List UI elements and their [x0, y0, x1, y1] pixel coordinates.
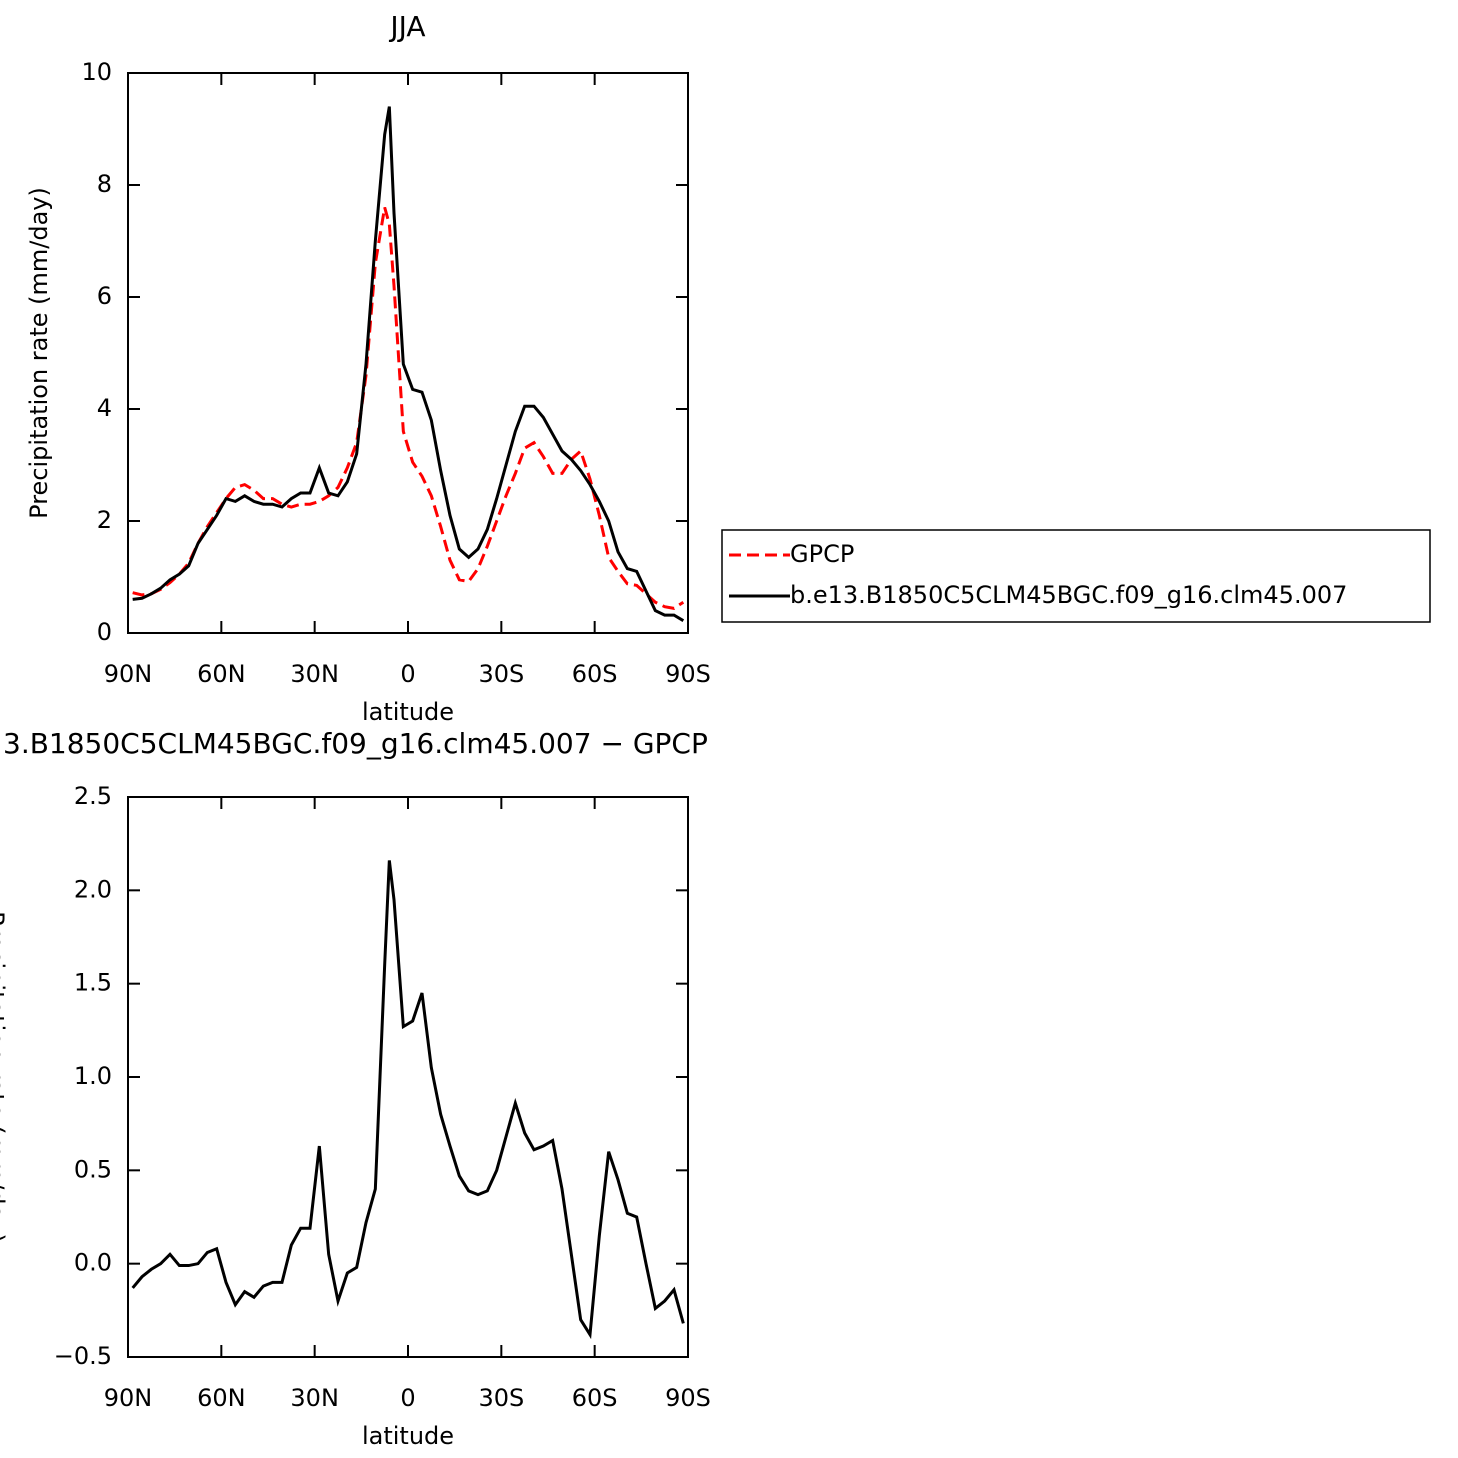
- legend-label: b.e13.B1850C5CLM45BGC.f09_g16.clm45.007: [790, 581, 1347, 609]
- legend: GPCP b.e13.B1850C5CLM45BGC.f09_g16.clm45.…: [721, 529, 1431, 623]
- y-tick-label: 0.0: [74, 1249, 112, 1277]
- x-tick-label: 0: [400, 1384, 415, 1412]
- x-tick-label: 60S: [572, 1384, 618, 1412]
- x-tick-label: 90N: [104, 660, 153, 688]
- x-tick-label: 90S: [665, 1384, 711, 1412]
- data-line: [132, 106, 685, 622]
- x-tick-label: 60N: [197, 660, 246, 688]
- x-tick-label: 30S: [478, 660, 524, 688]
- y-tick-label: 4: [97, 394, 112, 422]
- y-tick-label: 6: [97, 282, 112, 310]
- legend-label: GPCP: [790, 540, 854, 568]
- y-axis-label: Precipitation rate (mm/day): [25, 187, 53, 519]
- y-tick-label: 8: [97, 170, 112, 198]
- x-tick-label: 90N: [104, 1384, 153, 1412]
- panel: 3.B1850C5CLM45BGC.f09_g16.clm45.007 − GP…: [0, 727, 711, 1450]
- y-tick-label: 2.5: [74, 782, 112, 810]
- y-tick-label: 10: [81, 58, 112, 86]
- chart-title: 3.B1850C5CLM45BGC.f09_g16.clm45.007 − GP…: [3, 727, 708, 760]
- y-tick-label: −0.5: [54, 1342, 112, 1370]
- y-tick-label: 1.0: [74, 1062, 112, 1090]
- y-tick-label: 2.0: [74, 875, 112, 903]
- x-tick-label: 30N: [290, 1384, 339, 1412]
- panel: JJA 90N 60N 30N 0 30S 60S 90S 0 2 4 6 8 10 latitude Pre…: [25, 10, 711, 726]
- x-axis-label: latitude: [362, 1422, 454, 1450]
- chart-title: JJA: [388, 10, 425, 43]
- plot-frame: [127, 72, 689, 634]
- plot-frame: [127, 796, 689, 1358]
- x-axis-label: latitude: [362, 698, 454, 726]
- y-tick-label: 0: [97, 618, 112, 646]
- y-tick-label: 2: [97, 506, 112, 534]
- y-tick-label: 0.5: [74, 1155, 112, 1183]
- x-tick-label: 30N: [290, 660, 339, 688]
- x-tick-label: 60N: [197, 1384, 246, 1412]
- x-tick-label: 90S: [665, 660, 711, 688]
- x-tick-label: 60S: [572, 660, 618, 688]
- data-line: [131, 860, 685, 1340]
- y-tick-label: 1.5: [74, 969, 112, 997]
- y-axis-label: Precipitation rate (mm/day): [0, 911, 9, 1243]
- data-line: [132, 206, 685, 610]
- legend-box: [721, 529, 1431, 623]
- x-tick-label: 30S: [478, 1384, 524, 1412]
- x-tick-label: 0: [400, 660, 415, 688]
